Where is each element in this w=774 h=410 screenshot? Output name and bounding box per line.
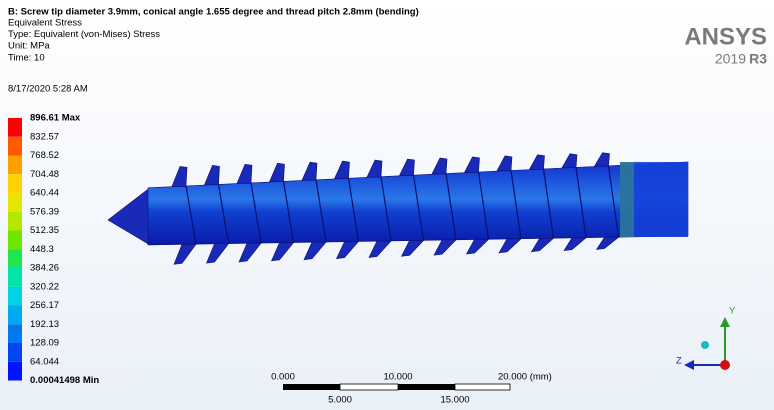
scale-label: 15.000	[440, 395, 469, 406]
legend-band	[8, 343, 22, 362]
legend-band	[8, 324, 22, 343]
result-title: B: Screw tip diameter 3.9mm, conical ang…	[8, 7, 419, 18]
legend-label: 640.44	[30, 188, 59, 199]
result-info: Equivalent Stress	[8, 18, 82, 29]
legend-label: 192.13	[30, 319, 59, 330]
legend-label: 704.48	[30, 169, 59, 180]
legend-band	[8, 156, 22, 175]
screw-head-edge	[620, 162, 634, 237]
axis-label: Z	[676, 356, 682, 367]
ansys-viewport: B: Screw tip diameter 3.9mm, conical ang…	[0, 0, 774, 410]
legend-label: 832.57	[30, 131, 59, 142]
legend-band	[8, 268, 22, 287]
result-info: Unit: MPa	[8, 41, 50, 52]
legend-band	[8, 287, 22, 306]
scale-label: 10.000	[383, 372, 412, 383]
legend-label: 64.044	[30, 356, 59, 367]
scale-label: 5.000	[328, 395, 352, 406]
legend-band	[8, 174, 22, 193]
legend-band	[8, 231, 22, 250]
legend-band	[8, 362, 22, 381]
legend-label: 512.35	[30, 225, 59, 236]
legend-band	[8, 212, 22, 231]
scale-bar	[283, 384, 510, 390]
axis-label: Y	[729, 306, 736, 317]
logo-name: ANSYS	[684, 23, 767, 50]
legend-label: 384.26	[30, 263, 59, 274]
result-info: Type: Equivalent (von-Mises) Stress	[8, 29, 160, 40]
legend-label: 896.61 Max	[30, 113, 81, 124]
legend-band	[8, 306, 22, 325]
scale-label: 0.000	[271, 372, 295, 383]
legend-band	[8, 193, 22, 212]
result-info: 8/17/2020 5:28 AM	[8, 84, 88, 95]
logo-version: 2019	[715, 51, 746, 67]
legend-label: 448.3	[30, 244, 54, 255]
legend-band	[8, 137, 22, 156]
legend-label: 320.22	[30, 281, 59, 292]
legend-band	[8, 118, 22, 137]
legend-label: 256.17	[30, 300, 59, 311]
scale-label: 20.000 (mm)	[498, 372, 552, 383]
legend-label: 0.00041498 Min	[30, 375, 99, 386]
legend-label: 576.39	[30, 206, 59, 217]
legend-band	[8, 249, 22, 268]
legend-label: 128.09	[30, 338, 59, 349]
legend-label: 768.52	[30, 150, 59, 161]
result-info: Time: 10	[8, 52, 45, 63]
logo-release: R3	[749, 51, 767, 67]
